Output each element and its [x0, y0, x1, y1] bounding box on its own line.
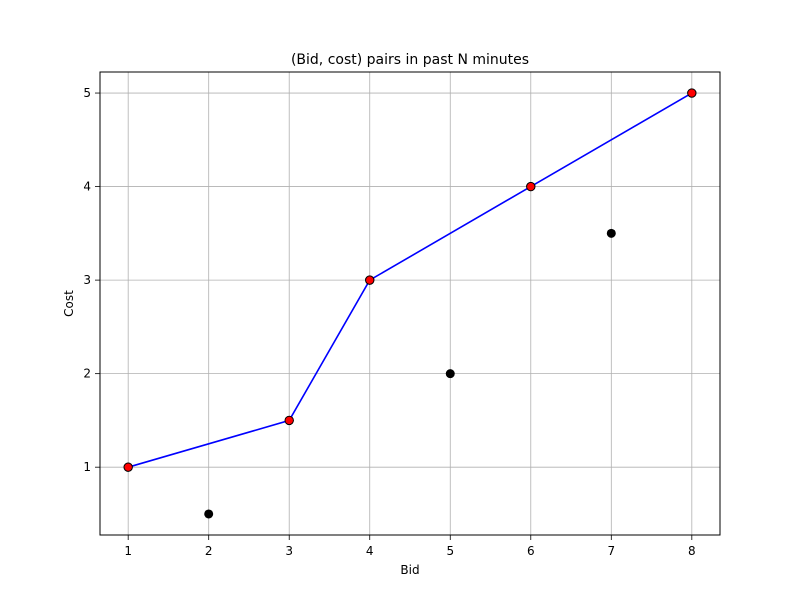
chart-title: (Bid, cost) pairs in past N minutes [291, 52, 529, 68]
x-tick-label: 6 [527, 544, 535, 558]
x-tick-label: 7 [607, 544, 615, 558]
data-point [204, 509, 214, 519]
series-layer [123, 88, 697, 519]
line-marker [526, 181, 536, 192]
x-tick-label: 4 [366, 544, 374, 558]
y-tick-label: 4 [83, 180, 91, 194]
y-tick-label: 2 [83, 367, 91, 381]
line-marker [365, 275, 375, 285]
x-tick-label: 1 [124, 544, 132, 558]
data-point [606, 228, 616, 238]
x-axis-label: Bid [400, 563, 419, 577]
data-point [445, 369, 455, 379]
y-tick-label: 5 [83, 86, 91, 100]
plot-frame [99, 71, 721, 536]
y-tick-label: 3 [83, 273, 91, 287]
line-marker [687, 88, 697, 98]
y-axis-label: Cost [62, 290, 76, 317]
y-tick-label: 1 [83, 460, 91, 474]
x-tick-label: 5 [446, 544, 454, 558]
x-tick-label: 8 [688, 544, 696, 558]
line-marker [284, 415, 294, 426]
grid [100, 72, 720, 535]
ticks: 1 2 3 4 5 6 7 8 1 2 3 4 5 [83, 86, 695, 558]
line-marker [123, 462, 133, 472]
x-tick-label: 3 [285, 544, 293, 558]
x-tick-label: 2 [205, 544, 213, 558]
